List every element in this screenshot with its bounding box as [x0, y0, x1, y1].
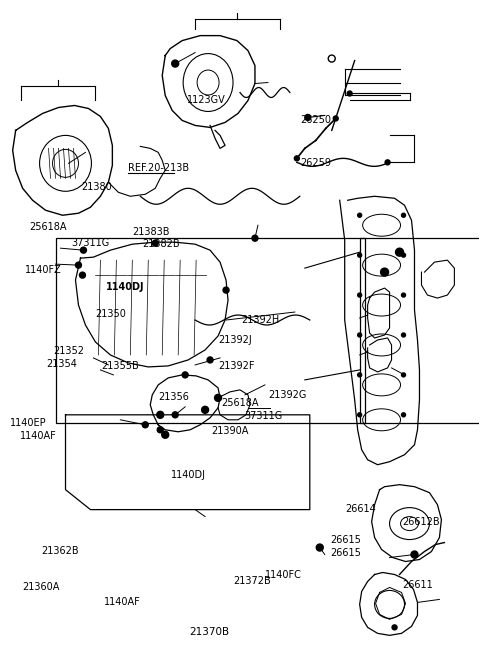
Circle shape	[402, 293, 406, 297]
Text: 21370B: 21370B	[189, 626, 229, 637]
Circle shape	[392, 625, 397, 630]
Text: 21354: 21354	[46, 359, 77, 369]
Circle shape	[333, 116, 338, 121]
Circle shape	[358, 253, 361, 257]
Circle shape	[358, 213, 361, 217]
Circle shape	[402, 413, 406, 417]
Circle shape	[358, 413, 361, 417]
Circle shape	[81, 247, 86, 253]
Circle shape	[411, 551, 418, 558]
Text: 21372B: 21372B	[233, 576, 271, 586]
Text: 26615: 26615	[330, 535, 361, 545]
Text: 1140AF: 1140AF	[104, 596, 140, 607]
Text: 26611: 26611	[403, 580, 433, 590]
Text: 21392J: 21392J	[218, 335, 252, 345]
Text: 21380: 21380	[81, 182, 112, 192]
Circle shape	[402, 373, 406, 377]
Text: 1140EP: 1140EP	[10, 418, 47, 428]
Circle shape	[172, 412, 178, 418]
Circle shape	[207, 357, 213, 363]
Circle shape	[305, 114, 311, 121]
Circle shape	[215, 394, 222, 401]
Circle shape	[294, 156, 300, 161]
Circle shape	[402, 253, 406, 257]
Text: 21390A: 21390A	[211, 426, 249, 436]
Text: 1140FZ: 1140FZ	[24, 266, 61, 276]
Circle shape	[358, 293, 361, 297]
Text: 1140FC: 1140FC	[265, 571, 302, 581]
Circle shape	[162, 431, 168, 438]
Circle shape	[142, 422, 148, 428]
Text: 21383B: 21383B	[132, 228, 170, 237]
Circle shape	[358, 373, 361, 377]
Circle shape	[172, 60, 179, 67]
Text: REF.20-213B: REF.20-213B	[128, 163, 189, 173]
Circle shape	[80, 272, 85, 278]
Text: 25618A: 25618A	[29, 222, 67, 232]
Circle shape	[396, 248, 404, 256]
Text: 21350: 21350	[96, 308, 126, 319]
Text: 1140DJ: 1140DJ	[170, 470, 205, 480]
Bar	[56, 238, 365, 423]
Text: 21382B: 21382B	[142, 239, 180, 249]
Text: 26614: 26614	[345, 504, 376, 514]
Circle shape	[316, 544, 323, 551]
Text: 26259: 26259	[300, 158, 331, 168]
Circle shape	[347, 91, 352, 96]
Circle shape	[157, 411, 164, 419]
Circle shape	[75, 262, 82, 268]
Circle shape	[252, 236, 258, 241]
Text: 26615: 26615	[330, 548, 361, 558]
Circle shape	[223, 287, 229, 293]
Text: 21356: 21356	[158, 392, 190, 401]
Circle shape	[152, 240, 158, 246]
Bar	[360, 238, 480, 423]
Text: 21362B: 21362B	[41, 546, 79, 556]
Text: 26612B: 26612B	[403, 517, 440, 527]
Text: 21392G: 21392G	[269, 390, 307, 400]
Text: 26250: 26250	[300, 115, 331, 125]
Text: 21360A: 21360A	[22, 582, 60, 592]
Circle shape	[381, 268, 389, 276]
Text: 21355B: 21355B	[101, 361, 139, 371]
Circle shape	[202, 406, 209, 413]
Circle shape	[385, 160, 390, 165]
Text: 1140AF: 1140AF	[20, 431, 57, 441]
Text: 1123GV: 1123GV	[187, 95, 226, 105]
Text: 1140DJ: 1140DJ	[106, 283, 144, 293]
Circle shape	[402, 333, 406, 337]
Text: 37311G: 37311G	[244, 411, 282, 420]
Text: 21392H: 21392H	[241, 315, 280, 325]
Text: 25618A: 25618A	[221, 398, 258, 407]
Text: 21352: 21352	[53, 346, 84, 356]
Circle shape	[182, 372, 188, 378]
Text: 21392F: 21392F	[218, 361, 255, 371]
Text: 37311G: 37311G	[72, 238, 110, 248]
Circle shape	[157, 427, 163, 433]
Circle shape	[358, 333, 361, 337]
Circle shape	[402, 213, 406, 217]
